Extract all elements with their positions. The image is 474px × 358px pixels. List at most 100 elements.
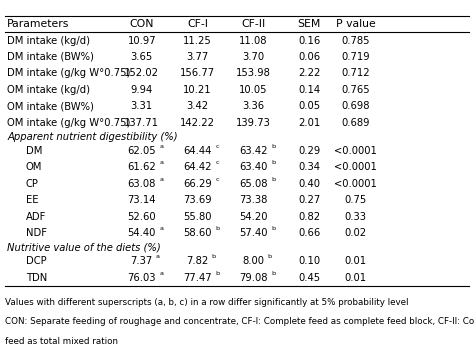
Text: 0.29: 0.29 (298, 146, 320, 156)
Text: 10.97: 10.97 (128, 35, 156, 45)
Text: 0.785: 0.785 (341, 35, 370, 45)
Text: Parameters: Parameters (7, 19, 69, 29)
Text: 73.14: 73.14 (128, 195, 156, 205)
Text: b: b (271, 177, 275, 182)
Text: a: a (160, 160, 164, 165)
Text: 0.33: 0.33 (345, 212, 366, 222)
Text: 3.31: 3.31 (131, 101, 153, 111)
Text: 0.40: 0.40 (298, 179, 320, 189)
Text: ADF: ADF (26, 212, 46, 222)
Text: 7.82: 7.82 (186, 256, 209, 266)
Text: b: b (271, 160, 275, 165)
Text: 0.02: 0.02 (345, 228, 366, 238)
Text: 0.01: 0.01 (345, 256, 366, 266)
Text: 54.40: 54.40 (128, 228, 156, 238)
Text: 3.77: 3.77 (186, 52, 209, 62)
Text: NDF: NDF (26, 228, 46, 238)
Text: 76.03: 76.03 (128, 273, 156, 283)
Text: 3.65: 3.65 (131, 52, 153, 62)
Text: 0.698: 0.698 (341, 101, 370, 111)
Text: <0.0001: <0.0001 (334, 163, 377, 172)
Text: P value: P value (336, 19, 375, 29)
Text: 63.08: 63.08 (128, 179, 156, 189)
Text: 156.77: 156.77 (180, 68, 215, 78)
Text: 0.765: 0.765 (341, 85, 370, 95)
Text: DM intake (kg/d): DM intake (kg/d) (7, 35, 90, 45)
Text: CP: CP (26, 179, 38, 189)
Text: a: a (160, 144, 164, 149)
Text: EE: EE (26, 195, 38, 205)
Text: a: a (156, 254, 160, 259)
Text: b: b (271, 226, 275, 231)
Text: 3.70: 3.70 (242, 52, 264, 62)
Text: 3.42: 3.42 (186, 101, 209, 111)
Text: 63.40: 63.40 (239, 163, 267, 172)
Text: 0.75: 0.75 (344, 195, 366, 205)
Text: b: b (211, 254, 216, 259)
Text: 7.37: 7.37 (131, 256, 153, 266)
Text: OM intake (g/kg W°0.75): OM intake (g/kg W°0.75) (7, 118, 130, 128)
Text: 0.689: 0.689 (341, 118, 370, 128)
Text: 10.21: 10.21 (183, 85, 212, 95)
Text: SEM: SEM (297, 19, 321, 29)
Text: 64.42: 64.42 (183, 163, 212, 172)
Text: 62.05: 62.05 (128, 146, 156, 156)
Text: b: b (267, 254, 272, 259)
Text: 65.08: 65.08 (239, 179, 267, 189)
Text: CON: Separate feeding of roughage and concentrate, CF-I: Complete feed as comple: CON: Separate feeding of roughage and co… (5, 318, 474, 326)
Text: b: b (216, 226, 220, 231)
Text: 0.719: 0.719 (341, 52, 370, 62)
Text: <0.0001: <0.0001 (334, 146, 377, 156)
Text: DCP: DCP (26, 256, 46, 266)
Text: 0.66: 0.66 (298, 228, 320, 238)
Text: DM intake (g/kg W°0.75): DM intake (g/kg W°0.75) (7, 68, 130, 78)
Text: c: c (216, 177, 219, 182)
Text: 0.45: 0.45 (298, 273, 320, 283)
Text: c: c (216, 144, 219, 149)
Text: 73.69: 73.69 (183, 195, 212, 205)
Text: OM: OM (26, 163, 42, 172)
Text: CON: CON (129, 19, 154, 29)
Text: 61.62: 61.62 (128, 163, 156, 172)
Text: <0.0001: <0.0001 (334, 179, 377, 189)
Text: 137.71: 137.71 (124, 118, 159, 128)
Text: 9.94: 9.94 (131, 85, 153, 95)
Text: Values with different superscripts (a, b, c) in a row differ significantly at 5%: Values with different superscripts (a, b… (5, 298, 408, 307)
Text: 64.44: 64.44 (183, 146, 212, 156)
Text: 0.06: 0.06 (298, 52, 320, 62)
Text: 58.60: 58.60 (183, 228, 212, 238)
Text: 55.80: 55.80 (183, 212, 212, 222)
Text: CF-I: CF-I (187, 19, 208, 29)
Text: TDN: TDN (26, 273, 47, 283)
Text: 73.38: 73.38 (239, 195, 267, 205)
Text: 77.47: 77.47 (183, 273, 212, 283)
Text: 11.08: 11.08 (239, 35, 267, 45)
Text: 2.01: 2.01 (298, 118, 320, 128)
Text: 0.82: 0.82 (298, 212, 320, 222)
Text: DM intake (BW%): DM intake (BW%) (7, 52, 94, 62)
Text: 66.29: 66.29 (183, 179, 212, 189)
Text: 52.60: 52.60 (128, 212, 156, 222)
Text: CF-II: CF-II (241, 19, 265, 29)
Text: 2.22: 2.22 (298, 68, 320, 78)
Text: a: a (160, 271, 164, 276)
Text: a: a (160, 177, 164, 182)
Text: OM intake (BW%): OM intake (BW%) (7, 101, 94, 111)
Text: 0.34: 0.34 (298, 163, 320, 172)
Text: 0.10: 0.10 (298, 256, 320, 266)
Text: 57.40: 57.40 (239, 228, 267, 238)
Text: Apparent nutrient digestibility (%): Apparent nutrient digestibility (%) (7, 132, 178, 142)
Text: b: b (271, 144, 275, 149)
Text: DM: DM (26, 146, 42, 156)
Text: Nutritive value of the diets (%): Nutritive value of the diets (%) (7, 242, 161, 252)
Text: 0.01: 0.01 (345, 273, 366, 283)
Text: b: b (216, 271, 220, 276)
Text: 3.36: 3.36 (242, 101, 264, 111)
Text: 142.22: 142.22 (180, 118, 215, 128)
Text: 152.02: 152.02 (124, 68, 159, 78)
Text: 139.73: 139.73 (236, 118, 271, 128)
Text: 0.05: 0.05 (298, 101, 320, 111)
Text: 54.20: 54.20 (239, 212, 267, 222)
Text: 153.98: 153.98 (236, 68, 271, 78)
Text: 8.00: 8.00 (242, 256, 264, 266)
